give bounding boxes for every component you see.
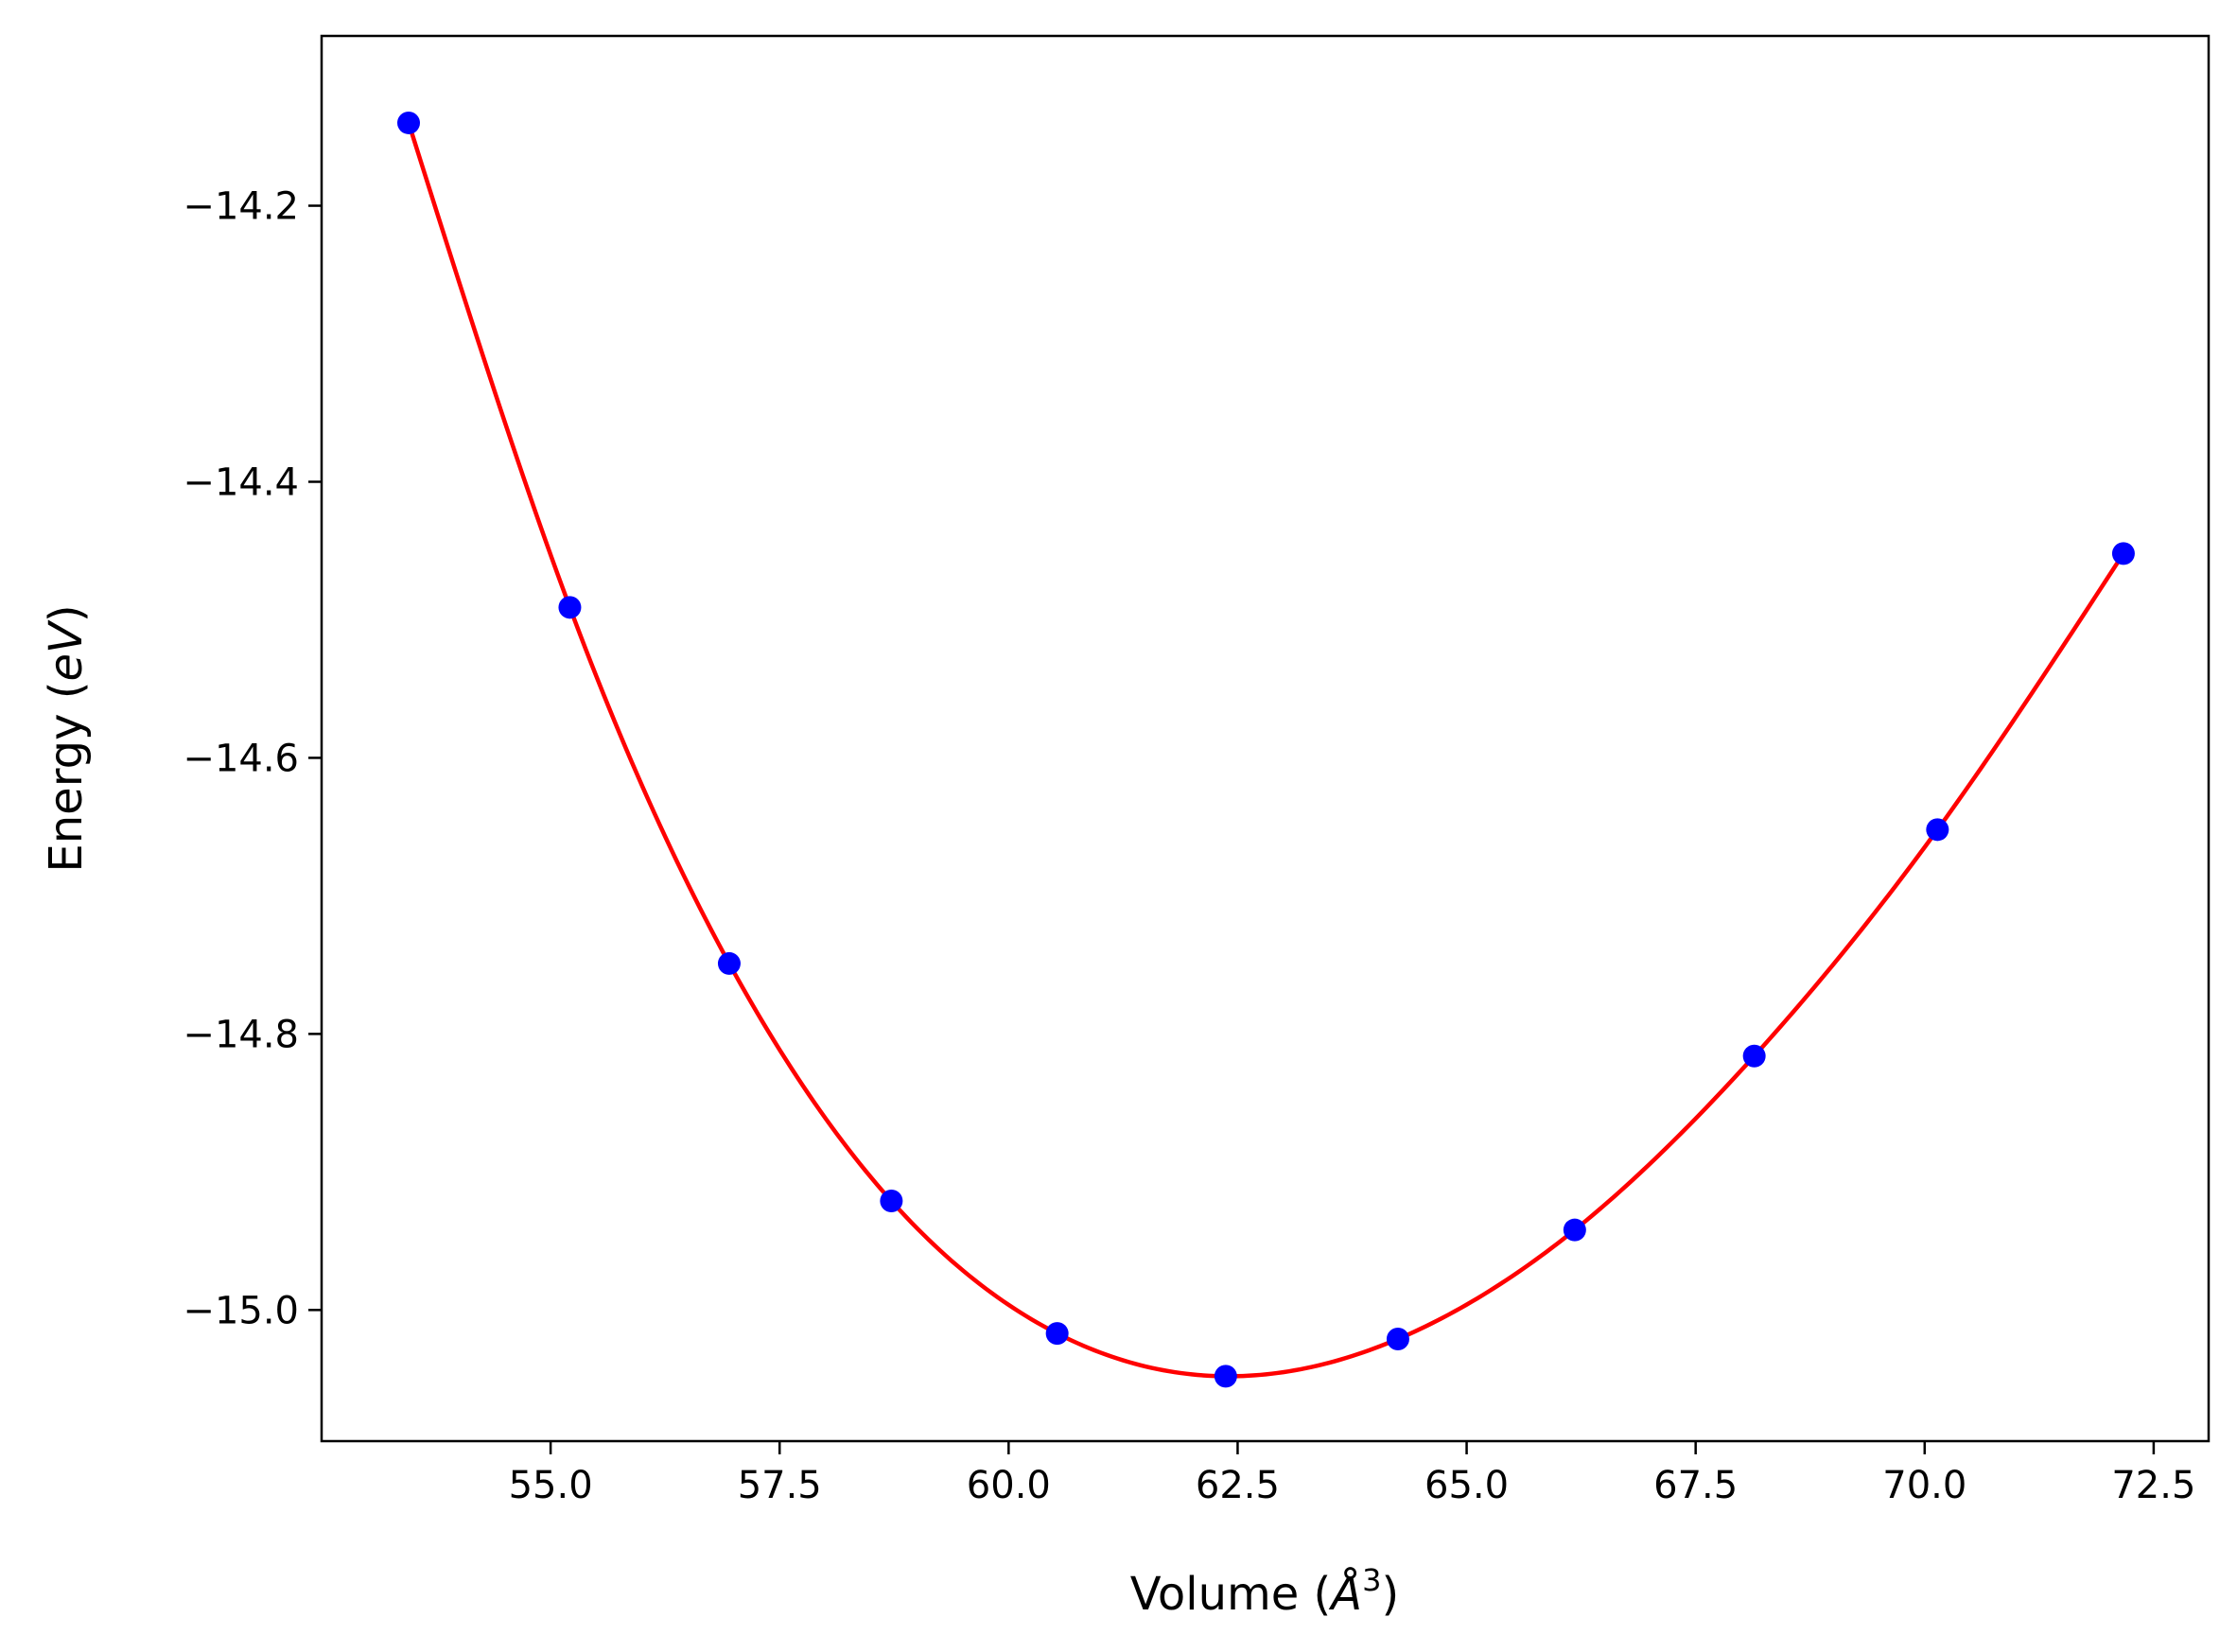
- data-point: [1045, 1322, 1069, 1346]
- x-tick-label: 55.0: [509, 1464, 593, 1507]
- plot-frame: [320, 34, 2211, 1443]
- x-tick-label: 67.5: [1653, 1464, 1738, 1507]
- y-tick-label: −14.4: [183, 461, 299, 504]
- data-points-layer: [397, 111, 2135, 1388]
- x-tick-label: 70.0: [1882, 1464, 1966, 1507]
- data-point: [1563, 1218, 1586, 1242]
- data-point: [1926, 818, 1949, 842]
- data-point: [1386, 1327, 1409, 1350]
- x-tick-label: 62.5: [1196, 1464, 1280, 1507]
- data-point: [880, 1190, 903, 1213]
- data-point: [1742, 1044, 1766, 1068]
- data-point: [1214, 1365, 1237, 1388]
- data-point: [2111, 542, 2135, 565]
- y-tick-label: −14.6: [183, 737, 299, 780]
- y-tick-label: −14.2: [183, 185, 299, 229]
- x-tick-label: 65.0: [1424, 1464, 1509, 1507]
- data-point: [558, 596, 582, 619]
- data-point: [717, 951, 741, 975]
- fit-curve-layer: [406, 122, 2125, 1379]
- y-axis-title: Energy (eV): [40, 604, 93, 872]
- x-tick-label: 72.5: [2111, 1464, 2195, 1507]
- y-tick-label: −14.8: [183, 1013, 299, 1056]
- plot-area: [322, 36, 2209, 1441]
- y-axis: −14.2 −14.4 −14.6 −14.8 −15.0: [183, 185, 322, 1332]
- data-point: [397, 111, 421, 134]
- x-axis-title: Volume (Å3): [1130, 1562, 1399, 1621]
- fit-curve: [406, 122, 2125, 1379]
- y-tick-label: −15.0: [183, 1289, 299, 1332]
- x-tick-label: 57.5: [738, 1464, 822, 1507]
- x-axis: 55.0 57.5 60.0 62.5 65.0 67.5 70.0 72.5: [509, 1441, 2195, 1507]
- x-tick-label: 60.0: [967, 1464, 1051, 1507]
